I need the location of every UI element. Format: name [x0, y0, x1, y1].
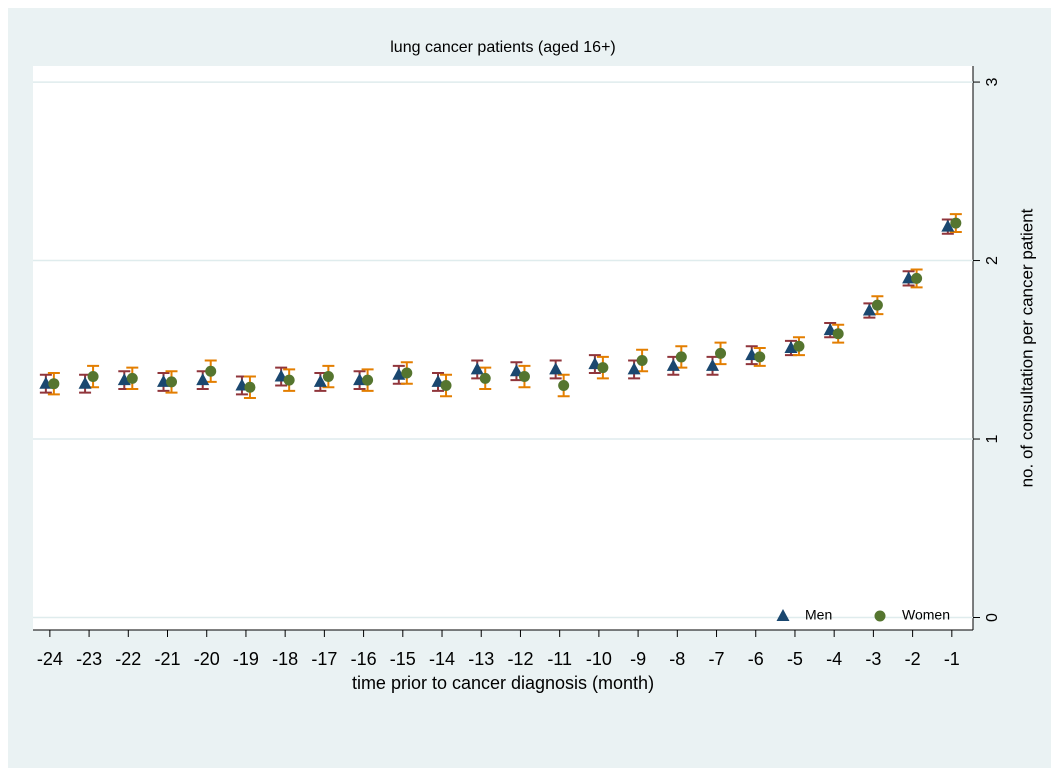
y-tick-label: 0	[984, 613, 1001, 622]
x-tick-label: -9	[630, 649, 646, 669]
x-tick-label: -21	[155, 649, 181, 669]
marker-triangle	[470, 362, 484, 375]
marker-circle	[362, 374, 374, 386]
x-tick-label: -17	[311, 649, 337, 669]
marker-triangle	[627, 362, 641, 375]
x-tick-label: -13	[468, 649, 494, 669]
marker-circle	[715, 347, 727, 359]
y-tick-label: 3	[984, 78, 1001, 87]
legend-symbol	[874, 610, 886, 622]
marker-circle	[48, 378, 60, 390]
marker-circle	[401, 367, 413, 379]
marker-triangle	[666, 358, 680, 371]
x-tick-label: -15	[390, 649, 416, 669]
legend-label: Men	[805, 607, 832, 623]
marker-triangle	[117, 373, 131, 386]
marker-circle	[871, 299, 883, 311]
marker-circle	[636, 354, 648, 366]
marker-circle	[754, 351, 766, 363]
y-tick-label: 1	[984, 434, 1001, 443]
x-tick-label: -12	[507, 649, 533, 669]
x-tick-label: -16	[351, 649, 377, 669]
marker-circle	[597, 362, 609, 374]
plot-area	[33, 66, 973, 630]
marker-circle	[126, 372, 138, 384]
x-tick-label: -10	[586, 649, 612, 669]
marker-triangle	[941, 219, 955, 232]
marker-triangle	[78, 376, 92, 389]
y-tick-label: 2	[984, 256, 1001, 265]
x-tick-label: -19	[233, 649, 259, 669]
marker-triangle	[313, 374, 327, 387]
x-axis-label: time prior to cancer diagnosis (month)	[352, 673, 654, 693]
marker-circle	[518, 371, 530, 383]
x-tick-label: -24	[37, 649, 63, 669]
marker-circle	[832, 328, 844, 340]
x-tick-label: -3	[865, 649, 881, 669]
x-tick-label: -14	[429, 649, 455, 669]
marker-triangle	[509, 364, 523, 377]
marker-circle	[283, 374, 295, 386]
marker-circle	[205, 365, 217, 377]
x-tick-label: -1	[944, 649, 960, 669]
x-tick-label: -11	[547, 649, 572, 669]
x-tick-label: -6	[748, 649, 764, 669]
legend-label: Women	[902, 607, 950, 623]
marker-triangle	[784, 341, 798, 353]
marker-circle	[675, 351, 687, 363]
chart-title: lung cancer patients (aged 16+)	[390, 39, 615, 56]
x-tick-label: -18	[272, 649, 298, 669]
x-tick-label: -2	[905, 649, 921, 669]
marker-circle	[950, 217, 962, 229]
x-tick-label: -23	[76, 649, 102, 669]
marker-circle	[911, 272, 923, 284]
marker-circle	[440, 379, 452, 391]
marker-triangle	[392, 367, 406, 380]
x-tick-label: -22	[115, 649, 141, 669]
marker-circle	[479, 372, 491, 384]
x-tick-label: -4	[826, 649, 842, 669]
marker-circle	[322, 371, 334, 383]
marker-triangle	[549, 362, 563, 375]
x-tick-label: -8	[669, 649, 685, 669]
x-tick-label: -7	[709, 649, 725, 669]
marker-circle	[244, 381, 256, 393]
marker-triangle	[862, 303, 876, 316]
marker-triangle	[706, 358, 720, 371]
marker-circle	[166, 376, 178, 388]
y-axis-label: no. of consultation per cancer patient	[1017, 208, 1036, 487]
plot-layer: 0 1 2 3 -24 -23 -22 -21 -20 -19 -18 -17 -16 -15 -14 -13…	[33, 66, 1001, 669]
marker-circle	[793, 340, 805, 352]
marker-triangle	[196, 373, 210, 386]
x-tick-label: -5	[787, 649, 803, 669]
marker-circle	[558, 379, 570, 391]
x-tick-label: -20	[194, 649, 220, 669]
legend-symbol	[776, 609, 790, 621]
marker-circle	[87, 371, 99, 383]
